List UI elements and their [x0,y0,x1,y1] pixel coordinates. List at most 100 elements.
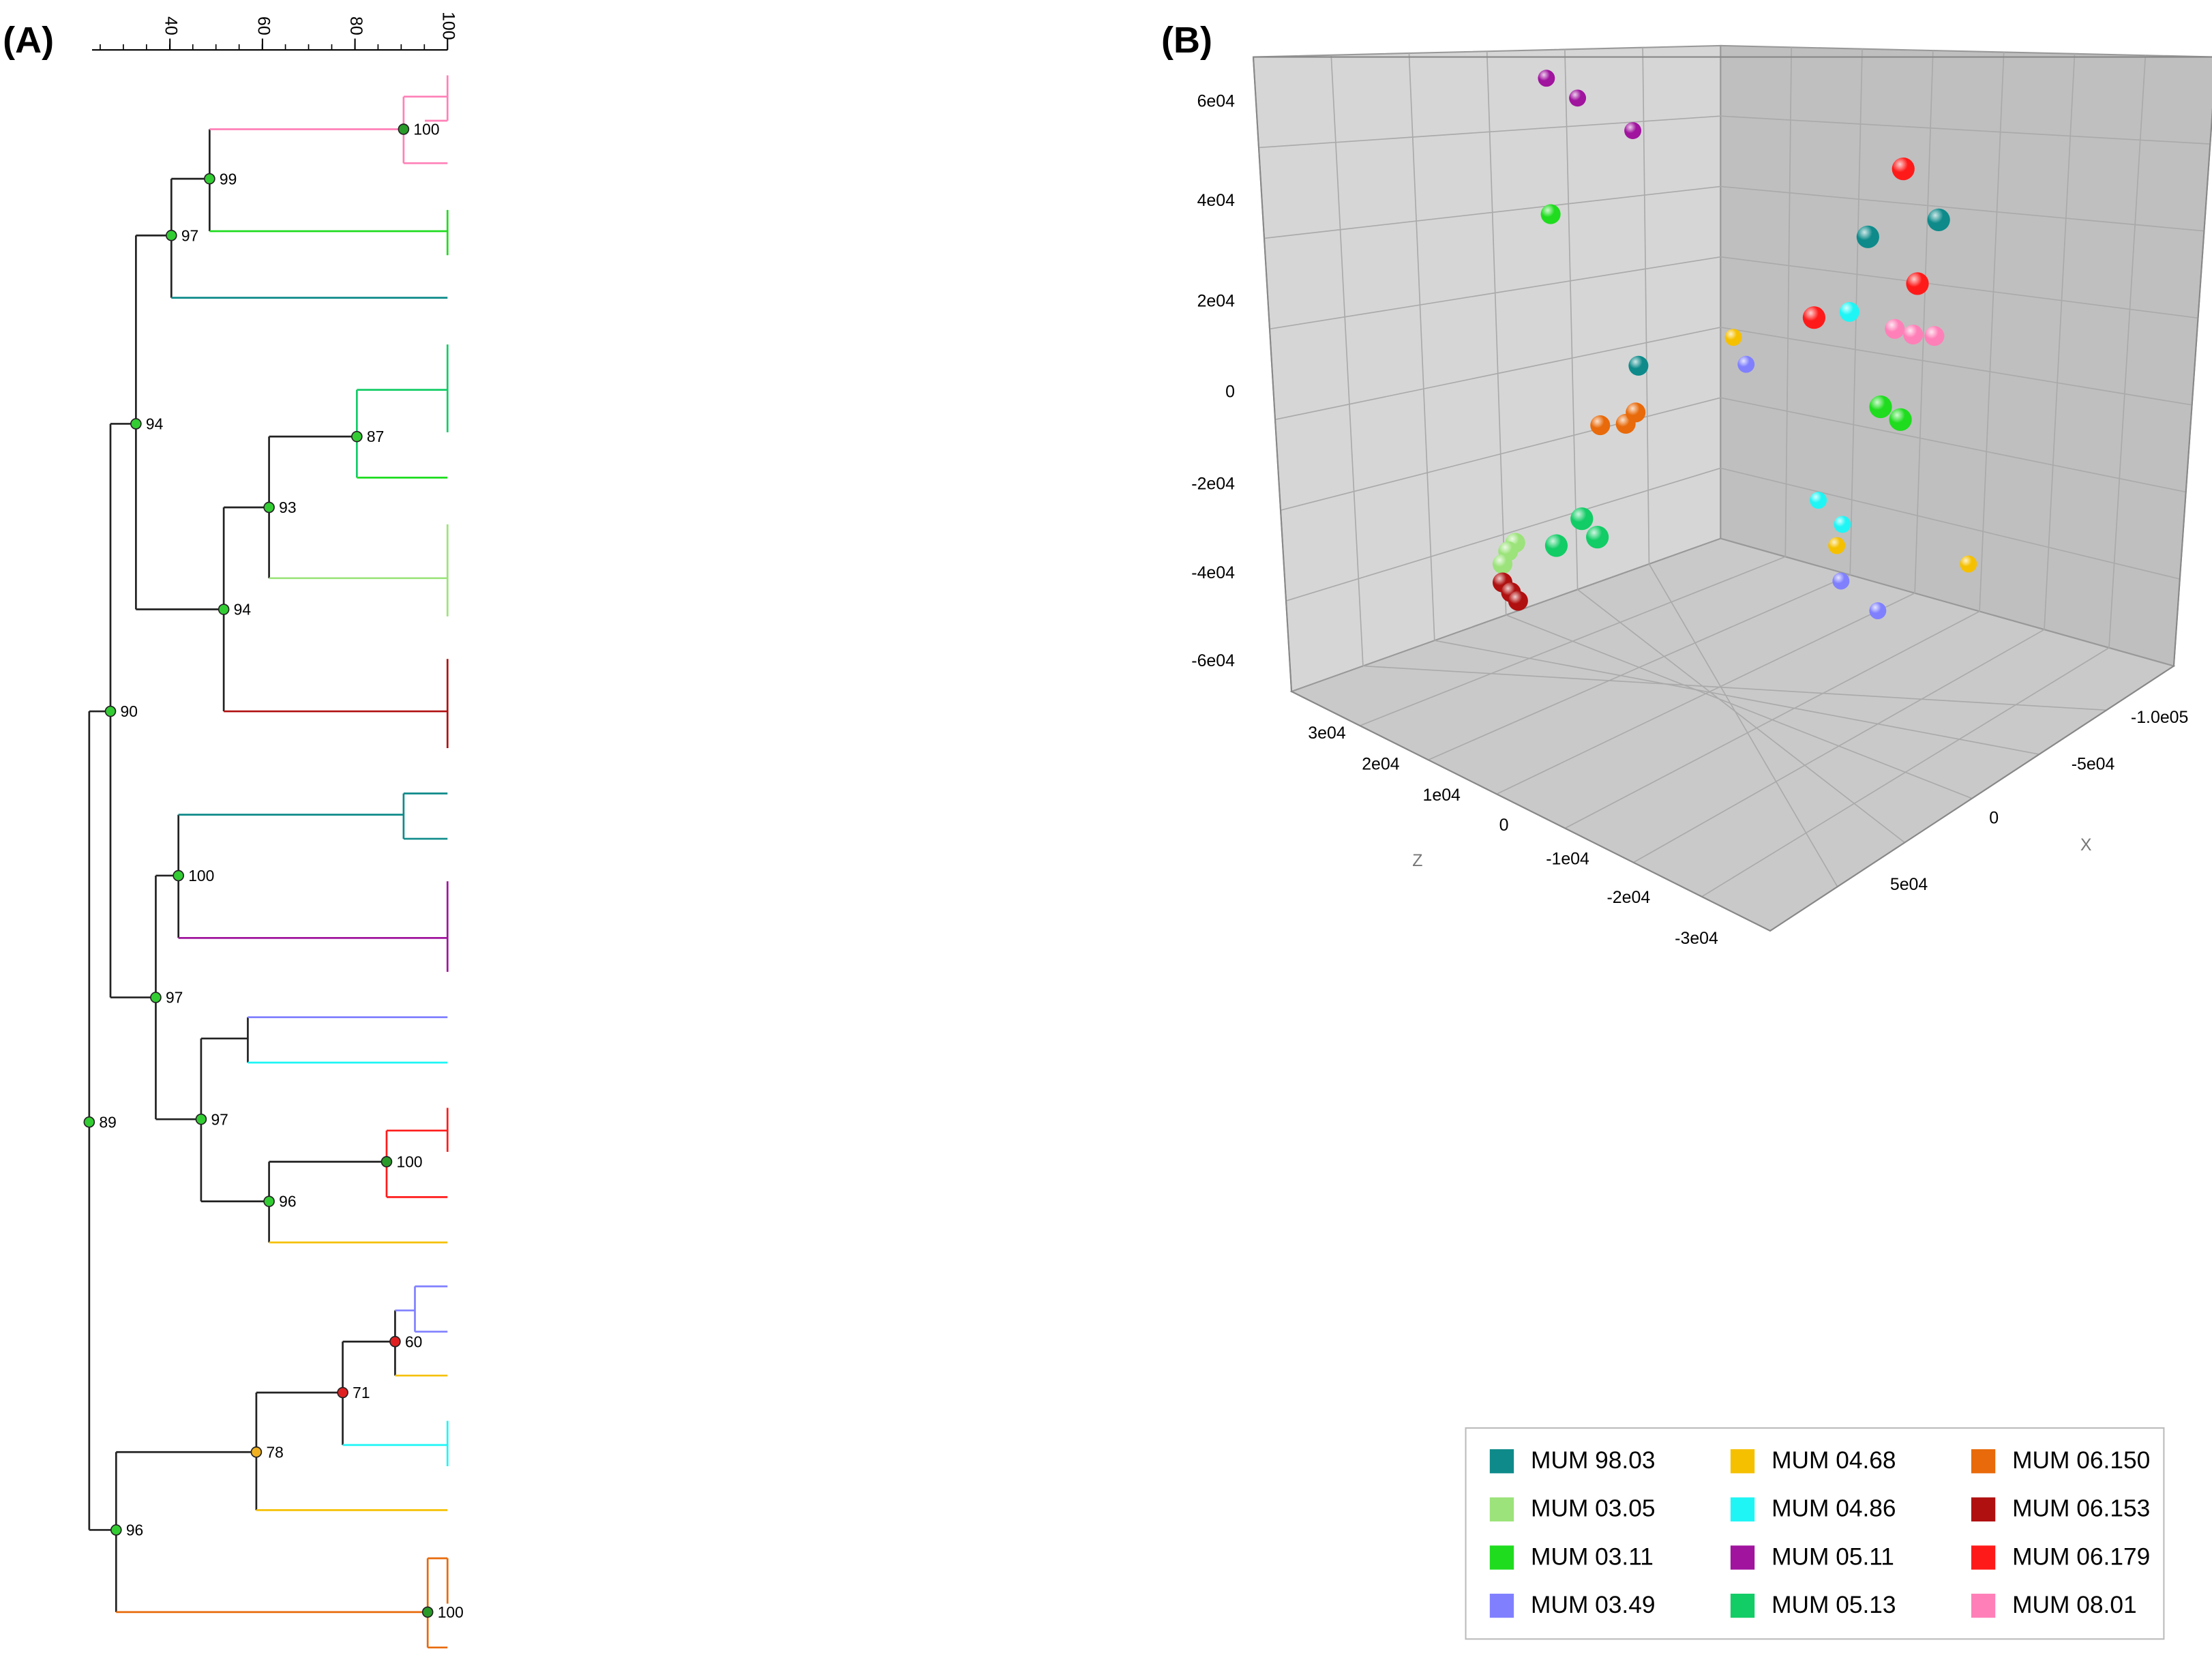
plot-grid [1486,51,1507,615]
legend-swatch [1971,1593,1996,1618]
point-shine [1586,525,1609,549]
node-label: 87 [367,428,384,445]
plot-frame [1252,56,2212,932]
node [150,992,162,1003]
point-shine [1508,591,1528,611]
plot-grid [1496,593,1915,795]
plot-grid [1979,52,2005,612]
node-label: 97 [181,226,198,244]
point-shine [1903,325,1924,345]
plot-grid [1564,610,1980,829]
node [83,1116,95,1128]
legend-label: MUM 03.49 [1531,1592,1655,1618]
node-label: 97 [166,989,183,1007]
point-shine [1737,355,1755,373]
point-shine [1892,158,1915,181]
z-tick-label: 1e04 [1422,786,1461,805]
point-shine [1724,329,1742,346]
legend-swatch [1730,1449,1755,1474]
x-tick-label: -5e04 [2072,755,2115,774]
node [204,173,215,185]
node-label: 78 [266,1443,283,1461]
node-label: 94 [234,601,252,619]
dendrogram: 40 60 80 100 100 99 97 87 93 94 94 90 100 100 97 97 96 60… [83,12,464,1649]
point-shine [1856,225,1879,248]
legend-label: MUM 06.153 [2012,1496,2150,1522]
node [218,604,230,615]
point-shine [1924,326,1945,346]
point-shine [1540,204,1561,224]
node [130,418,142,430]
legend-label: MUM 06.150 [2012,1447,2150,1474]
legend-label: MUM 08.01 [2012,1592,2136,1618]
point-shine [1590,415,1611,436]
legend-box [1465,1427,2165,1640]
pca-3d-plot: 6e04 4e04 2e04 0 -2e04 -4e04 -6e04 3e04 2e04 1e04… [1191,44,2212,948]
point-shine [1538,70,1555,87]
node [263,501,275,514]
x-tick-label: 5e04 [1890,875,1928,894]
node-label: 100 [413,121,439,138]
node [104,705,117,717]
point-shine [1889,408,1912,431]
scale-tick-label: 60 [254,16,273,35]
plot-grid [1784,47,1793,557]
legend-swatch [1489,1545,1514,1570]
point-shine [1839,301,1859,322]
plot-grid [2044,53,2076,630]
plot-grid [1428,574,1851,761]
node-label: 94 [146,415,164,433]
node [337,1386,348,1399]
plot-grid [1720,256,2198,319]
legend-swatch [1971,1545,1996,1570]
panel-label: (A) [3,20,54,61]
z-axis-label: Z [1412,851,1422,870]
legend-swatch [1971,1497,1996,1521]
point-shine [1624,122,1642,140]
legend-swatch [1489,1593,1514,1618]
node [110,1524,122,1536]
point-shine [1832,572,1850,590]
plot-grid [2108,55,2147,648]
plot-grid [1330,55,1364,666]
point-shine [1626,402,1646,423]
z-tick-label: 2e04 [1362,755,1400,774]
plot-grid [1434,640,2039,755]
node [380,1156,393,1168]
scale-tick-label: 100 [439,12,458,40]
plot-grid [1720,327,2192,406]
node [165,229,177,241]
scale-tick-label: 80 [346,16,365,35]
y-tick-label: 4e04 [1197,191,1236,210]
legend: MUM 98.03 MUM 03.05 MUM 03.11 MUM 03.49 MUM … [1465,1427,2165,1640]
z-tick-label: 0 [1499,816,1509,835]
x-axis-label: X [2080,835,2092,855]
legend-swatch [1730,1593,1755,1618]
node [398,123,410,135]
plot-grid [1720,467,2181,580]
point-shine [1906,272,1929,295]
x-tick-label: 0 [1989,808,1999,827]
legend-label: MUM 04.86 [1772,1496,1896,1522]
z-tick-label: -2e04 [1606,888,1650,907]
legend-label: MUM 03.11 [1531,1543,1654,1570]
node-label: 97 [211,1110,228,1128]
z-tick-label: -1e04 [1546,850,1589,869]
point-shine [1570,507,1594,531]
node-label: 96 [126,1521,143,1539]
node [351,430,363,443]
node-label: 100 [397,1153,423,1171]
node-label: 89 [99,1113,116,1131]
node [250,1446,263,1458]
node-label: 60 [405,1333,422,1350]
y-tick-label: 6e04 [1197,92,1236,111]
y-tick-label: -2e04 [1191,474,1235,493]
legend-swatch [1489,1497,1514,1521]
legend-swatch [1730,1545,1755,1570]
x-tick-label: -1.0e05 [2131,708,2188,727]
node [173,870,184,882]
legend-swatch [1730,1497,1755,1521]
z-tick-label: -3e04 [1675,929,1718,948]
y-tick-label: 0 [1225,382,1235,401]
